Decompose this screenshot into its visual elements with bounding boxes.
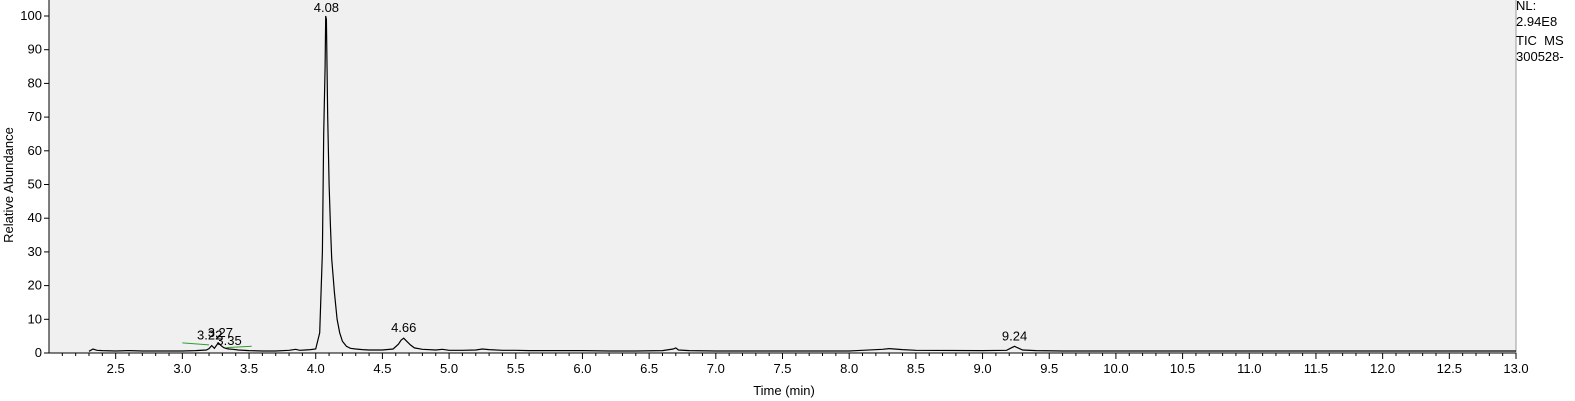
peak-label: 3.35 bbox=[216, 333, 241, 348]
peak-label: 9.24 bbox=[1002, 328, 1027, 343]
x-tick-label: 2.5 bbox=[107, 361, 125, 376]
y-axis-title: Relative Abundance bbox=[1, 127, 16, 243]
x-tick-label: 7.5 bbox=[773, 361, 791, 376]
x-tick-label: 12.0 bbox=[1370, 361, 1395, 376]
x-axis-title: Time (min) bbox=[753, 383, 815, 398]
info-scan-type: TIC MS bbox=[1516, 33, 1564, 48]
y-tick-label: 20 bbox=[28, 278, 42, 293]
x-tick-label: 11.5 bbox=[1304, 361, 1328, 376]
x-tick-label: 10.0 bbox=[1103, 361, 1128, 376]
y-tick-label: 0 bbox=[35, 345, 42, 360]
peak-labels: 3.223.273.35 4.08 4.66 9.24 bbox=[197, 0, 1027, 348]
y-tick-label: 70 bbox=[28, 109, 42, 124]
y-tick-label: 80 bbox=[28, 75, 42, 90]
integration-baselines bbox=[182, 342, 252, 349]
x-tick-label: 13.0 bbox=[1503, 361, 1528, 376]
x-tick-label: 8.5 bbox=[907, 361, 925, 376]
x-tick-label: 5.5 bbox=[507, 361, 525, 376]
info-filename: 300528- bbox=[1516, 49, 1564, 64]
integration-baseline bbox=[226, 345, 252, 349]
info-nl-label: NL: bbox=[1516, 0, 1537, 13]
peak-label: 4.08 bbox=[314, 0, 339, 15]
peak-label: 3.22 bbox=[197, 328, 222, 343]
y-axis: 0 10 20 30 40 50 60 70 80 90 100 bbox=[20, 0, 50, 360]
x-tick-label: 7.0 bbox=[707, 361, 725, 376]
y-tick-label: 40 bbox=[28, 210, 42, 225]
x-tick-label: 11.0 bbox=[1237, 361, 1261, 376]
x-tick-label: 6.0 bbox=[573, 361, 591, 376]
x-tick-label: 4.0 bbox=[307, 361, 325, 376]
peak-label: 3.27 bbox=[208, 325, 233, 340]
tic-trace-line bbox=[88, 15, 1516, 352]
y-tick-label: 100 bbox=[20, 8, 42, 23]
x-tick-label: 4.5 bbox=[373, 361, 391, 376]
x-axis: 2.5 3.0 3.5 4.0 4.5 5.0 5.5 6.0 6.5 7.0 7.5 8.0 8.5 9… bbox=[49, 0, 1529, 376]
x-tick-label: 9.0 bbox=[974, 361, 992, 376]
x-tick-label: 8.0 bbox=[840, 361, 858, 376]
y-tick-label: 50 bbox=[28, 177, 42, 192]
plot-background bbox=[49, 0, 1516, 353]
x-tick-label: 10.5 bbox=[1170, 361, 1195, 376]
info-nl-value: 2.94E8 bbox=[1516, 14, 1558, 29]
x-tick-label: 3.0 bbox=[173, 361, 191, 376]
peak-label: 4.66 bbox=[391, 320, 416, 335]
x-tick-label: 9.5 bbox=[1040, 361, 1058, 376]
x-tick-label: 3.5 bbox=[240, 361, 258, 376]
integration-baseline bbox=[182, 342, 210, 346]
y-tick-label: 30 bbox=[28, 244, 42, 259]
y-tick-label: 60 bbox=[28, 143, 42, 158]
y-tick-label: 90 bbox=[28, 42, 42, 57]
x-tick-label: 12.5 bbox=[1437, 361, 1462, 376]
x-tick-label: 6.5 bbox=[640, 361, 658, 376]
y-tick-label: 10 bbox=[28, 311, 42, 326]
x-tick-label: 5.0 bbox=[440, 361, 458, 376]
